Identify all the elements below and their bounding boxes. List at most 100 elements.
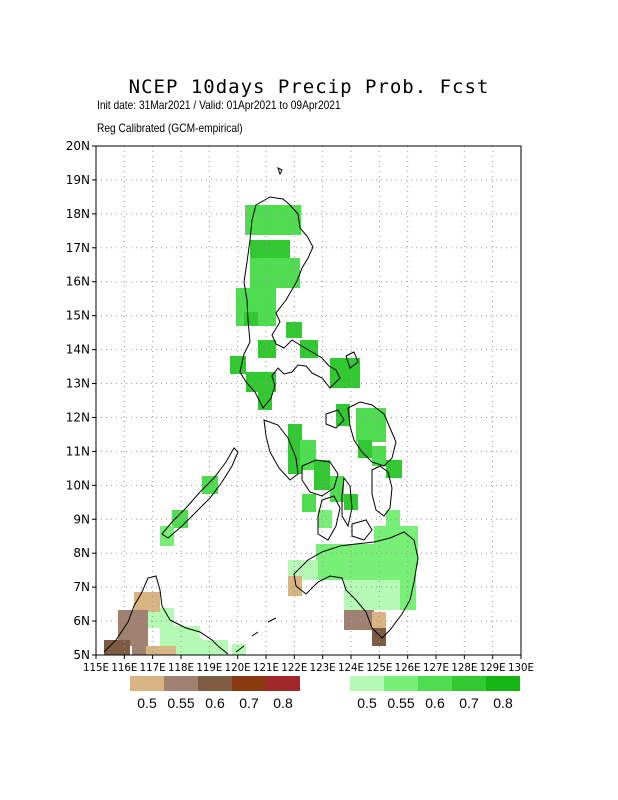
probability-cell xyxy=(245,205,301,235)
longitude-tick-label: 130E xyxy=(508,661,534,674)
probability-cell xyxy=(372,612,386,628)
wet-legend-swatch xyxy=(452,676,486,691)
probability-cell xyxy=(258,340,276,358)
negros-coast xyxy=(317,495,341,541)
dry-legend-label: 0.5 xyxy=(137,695,157,711)
latitude-tick-label: 17N xyxy=(66,241,90,255)
latitude-tick-label: 13N xyxy=(66,377,90,391)
probability-cell xyxy=(286,322,302,338)
probability-cell xyxy=(314,460,330,490)
latitude-tick-label: 18N xyxy=(66,207,90,221)
probability-cell xyxy=(302,494,316,512)
masbate-coast xyxy=(325,409,345,429)
dry-legend-swatch xyxy=(130,676,164,691)
batanes-islet xyxy=(277,167,283,176)
probability-cell xyxy=(250,240,290,258)
longitude-tick-label: 122E xyxy=(281,661,307,674)
probability-cell xyxy=(288,576,302,596)
wet-legend-label: 0.6 xyxy=(425,695,445,711)
dry-legend-label: 0.55 xyxy=(167,695,194,711)
probability-cell xyxy=(288,560,318,580)
map-title: NCEP 10days Precip Prob. Fcst xyxy=(128,76,490,98)
dry-legend-swatch xyxy=(266,676,300,691)
probability-cell xyxy=(300,440,316,470)
probability-cell xyxy=(148,608,174,628)
probability-cell xyxy=(386,510,400,526)
mindoro-coast xyxy=(263,419,299,481)
probability-cell xyxy=(134,592,160,612)
wet-legend-swatch xyxy=(418,676,452,691)
latitude-tick-label: 12N xyxy=(66,410,90,424)
longitude-tick-label: 124E xyxy=(338,661,364,674)
probability-cell xyxy=(318,510,332,528)
mindanao-coast xyxy=(293,531,419,639)
latitude-tick-label: 19N xyxy=(66,173,90,187)
probability-cell xyxy=(344,580,402,610)
wet-legend-swatch xyxy=(486,676,520,691)
sulu-islands-coast xyxy=(235,617,277,653)
dry-legend-swatch xyxy=(164,676,198,691)
wet-legend-swatch xyxy=(384,676,418,691)
wet-legend-label: 0.55 xyxy=(387,695,414,711)
latitude-tick-label: 8N xyxy=(73,546,90,560)
latitude-tick-label: 11N xyxy=(66,444,90,458)
longitude-tick-label: 120E xyxy=(225,661,251,674)
probability-cell xyxy=(160,526,174,546)
probability-cell xyxy=(386,460,402,478)
latitude-tick-label: 20N xyxy=(66,139,90,153)
probability-cell xyxy=(250,258,300,288)
longitude-tick-label: 116E xyxy=(111,661,137,674)
luzon-coast xyxy=(239,196,341,409)
wet-legend-label: 0.8 xyxy=(493,695,513,711)
longitude-tick-label: 115E xyxy=(83,661,109,674)
cebu-coast xyxy=(341,476,353,528)
longitude-tick-label: 126E xyxy=(395,661,421,674)
longitude-tick-label: 128E xyxy=(451,661,477,674)
longitude-tick-label: 125E xyxy=(366,661,392,674)
dry-legend-swatch xyxy=(198,676,232,691)
init-valid-subtitle: Init date: 31Mar2021 / Valid: 01Apr2021 … xyxy=(97,98,341,112)
latitude-tick-label: 7N xyxy=(73,580,90,594)
dry-legend-label: 0.6 xyxy=(205,695,225,711)
probability-legend: 0.5 0.55 0.6 0.7 0.8 0.5 0.55 0.6 0.7 0.8 xyxy=(130,676,520,711)
probability-cell xyxy=(132,644,146,655)
gridlines xyxy=(96,146,521,655)
probability-cell xyxy=(316,544,416,580)
longitude-tick-label: 117E xyxy=(140,661,166,674)
probability-cell xyxy=(104,640,130,655)
longitude-tick-label: 119E xyxy=(196,661,222,674)
dry-legend-swatch xyxy=(232,676,266,691)
probability-cell xyxy=(400,560,416,610)
probability-cell xyxy=(336,404,350,426)
catanduanes-coast xyxy=(345,351,359,369)
latitude-labels: 5N 6N 7N 8N 9N 10N 11N 12N 13N 14N 15N 16N 17N 18N 19N… xyxy=(66,139,96,662)
panay-coast xyxy=(301,459,339,497)
calibration-subtitle: Reg Calibrated (GCM-empirical) xyxy=(97,121,243,135)
probability-cell xyxy=(174,638,202,655)
probability-cell xyxy=(330,476,344,502)
bohol-coast xyxy=(351,519,373,541)
borneo-coast xyxy=(103,575,229,655)
probability-cell xyxy=(358,440,372,458)
latitude-tick-label: 6N xyxy=(73,614,90,628)
dry-legend-label: 0.7 xyxy=(239,695,259,711)
latitude-tick-label: 5N xyxy=(73,648,90,662)
longitude-tick-label: 121E xyxy=(253,661,279,674)
dry-legend-label: 0.8 xyxy=(273,695,293,711)
longitude-tick-label: 129E xyxy=(480,661,506,674)
coastline xyxy=(103,167,419,655)
wet-legend-label: 0.5 xyxy=(357,695,377,711)
latitude-tick-label: 15N xyxy=(66,309,90,323)
probability-cell xyxy=(288,424,302,474)
longitude-tick-label: 118E xyxy=(168,661,194,674)
leyte-coast xyxy=(371,465,393,517)
probability-cell xyxy=(146,646,176,655)
longitude-tick-label: 127E xyxy=(423,661,449,674)
probability-cell xyxy=(356,408,386,442)
samar-coast xyxy=(347,401,397,467)
probability-cell xyxy=(246,372,276,392)
wet-legend-swatch xyxy=(350,676,384,691)
latitude-tick-label: 10N xyxy=(66,478,90,492)
longitude-tick-label: 123E xyxy=(310,661,336,674)
